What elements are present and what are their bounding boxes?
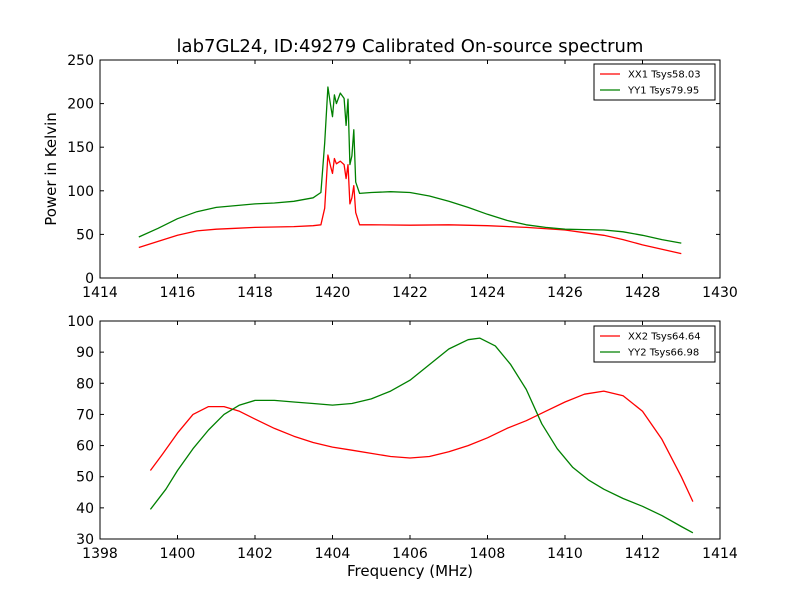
bottom-plot-xlabel: Frequency (MHz) xyxy=(347,562,473,580)
top-legend-box xyxy=(593,63,716,101)
legend-label-yy1: YY1 Tsys79.95 xyxy=(627,86,699,97)
top-plot-series xyxy=(138,86,682,255)
top-plot: Power in Kelvin 1414 1416 1418 1420 1422 1424… xyxy=(42,53,738,301)
y-tick-label: 100 xyxy=(67,184,94,200)
bottom-plot-ticks: 1398 1400 1402 1404 1406 1408 1410 1412 1414 30 40… xyxy=(67,314,738,562)
top-plot-ticks: 1414 1416 1418 1420 1422 1424 1426 1428 1430 0 50 1… xyxy=(67,53,738,301)
top-plot-ylabel: Power in Kelvin xyxy=(42,112,60,226)
x-tick-label: 1402 xyxy=(237,546,273,562)
x-tick-label: 1406 xyxy=(392,546,428,562)
y-tick-label: 100 xyxy=(67,314,94,330)
legend-label-yy2: YY2 Tsys66.98 xyxy=(627,348,699,359)
y-tick-label: 90 xyxy=(76,345,94,361)
y-tick-label: 40 xyxy=(76,501,94,517)
x-tick-label: 1414 xyxy=(702,546,738,562)
legend-label-xx1: XX1 Tsys58.03 xyxy=(628,70,701,81)
bottom-plot-series xyxy=(149,337,694,534)
chart-title: lab7GL24, ID:49279 Calibrated On-source … xyxy=(177,36,644,57)
y-tick-label: 0 xyxy=(85,271,94,287)
y-tick-label: 80 xyxy=(76,376,94,392)
x-tick-label: 1424 xyxy=(470,285,506,301)
x-tick-label: 1430 xyxy=(702,285,738,301)
bottom-plot-legend: XX2 Tsys64.64 YY2 Tsys66.98 xyxy=(593,325,716,363)
series-line-xx2 xyxy=(149,390,694,502)
x-tick-label: 1420 xyxy=(315,285,351,301)
x-tick-label: 1410 xyxy=(547,546,583,562)
top-plot-frame xyxy=(99,59,721,279)
legend-label-xx2: XX2 Tsys64.64 xyxy=(628,332,701,343)
x-tick-label: 1422 xyxy=(392,285,428,301)
series-line-yy1 xyxy=(138,86,682,244)
x-tick-label: 1414 xyxy=(82,285,118,301)
bottom-plot-frame xyxy=(99,320,721,540)
x-tick-label: 1408 xyxy=(470,546,506,562)
y-tick-label: 60 xyxy=(76,439,94,455)
x-tick-label: 1412 xyxy=(625,546,661,562)
x-tick-label: 1398 xyxy=(82,546,118,562)
y-tick-label: 70 xyxy=(76,407,94,423)
x-tick-label: 1426 xyxy=(547,285,583,301)
y-tick-label: 50 xyxy=(76,227,94,243)
x-tick-label: 1400 xyxy=(160,546,196,562)
top-plot-legend: XX1 Tsys58.03 YY1 Tsys79.95 xyxy=(593,63,716,101)
series-line-xx1 xyxy=(138,154,682,255)
bottom-legend-box xyxy=(593,325,716,363)
x-tick-label: 1404 xyxy=(315,546,351,562)
series-line-yy2 xyxy=(149,337,694,534)
x-tick-label: 1418 xyxy=(237,285,273,301)
y-tick-label: 50 xyxy=(76,470,94,486)
bottom-plot: Frequency (MHz) 1398 1400 1402 1404 1406 1408… xyxy=(67,314,738,580)
x-tick-label: 1428 xyxy=(625,285,661,301)
y-tick-label: 250 xyxy=(67,53,94,69)
y-tick-label: 150 xyxy=(67,140,94,156)
x-tick-label: 1416 xyxy=(160,285,196,301)
y-tick-label: 30 xyxy=(76,532,94,548)
y-tick-label: 200 xyxy=(67,97,94,113)
